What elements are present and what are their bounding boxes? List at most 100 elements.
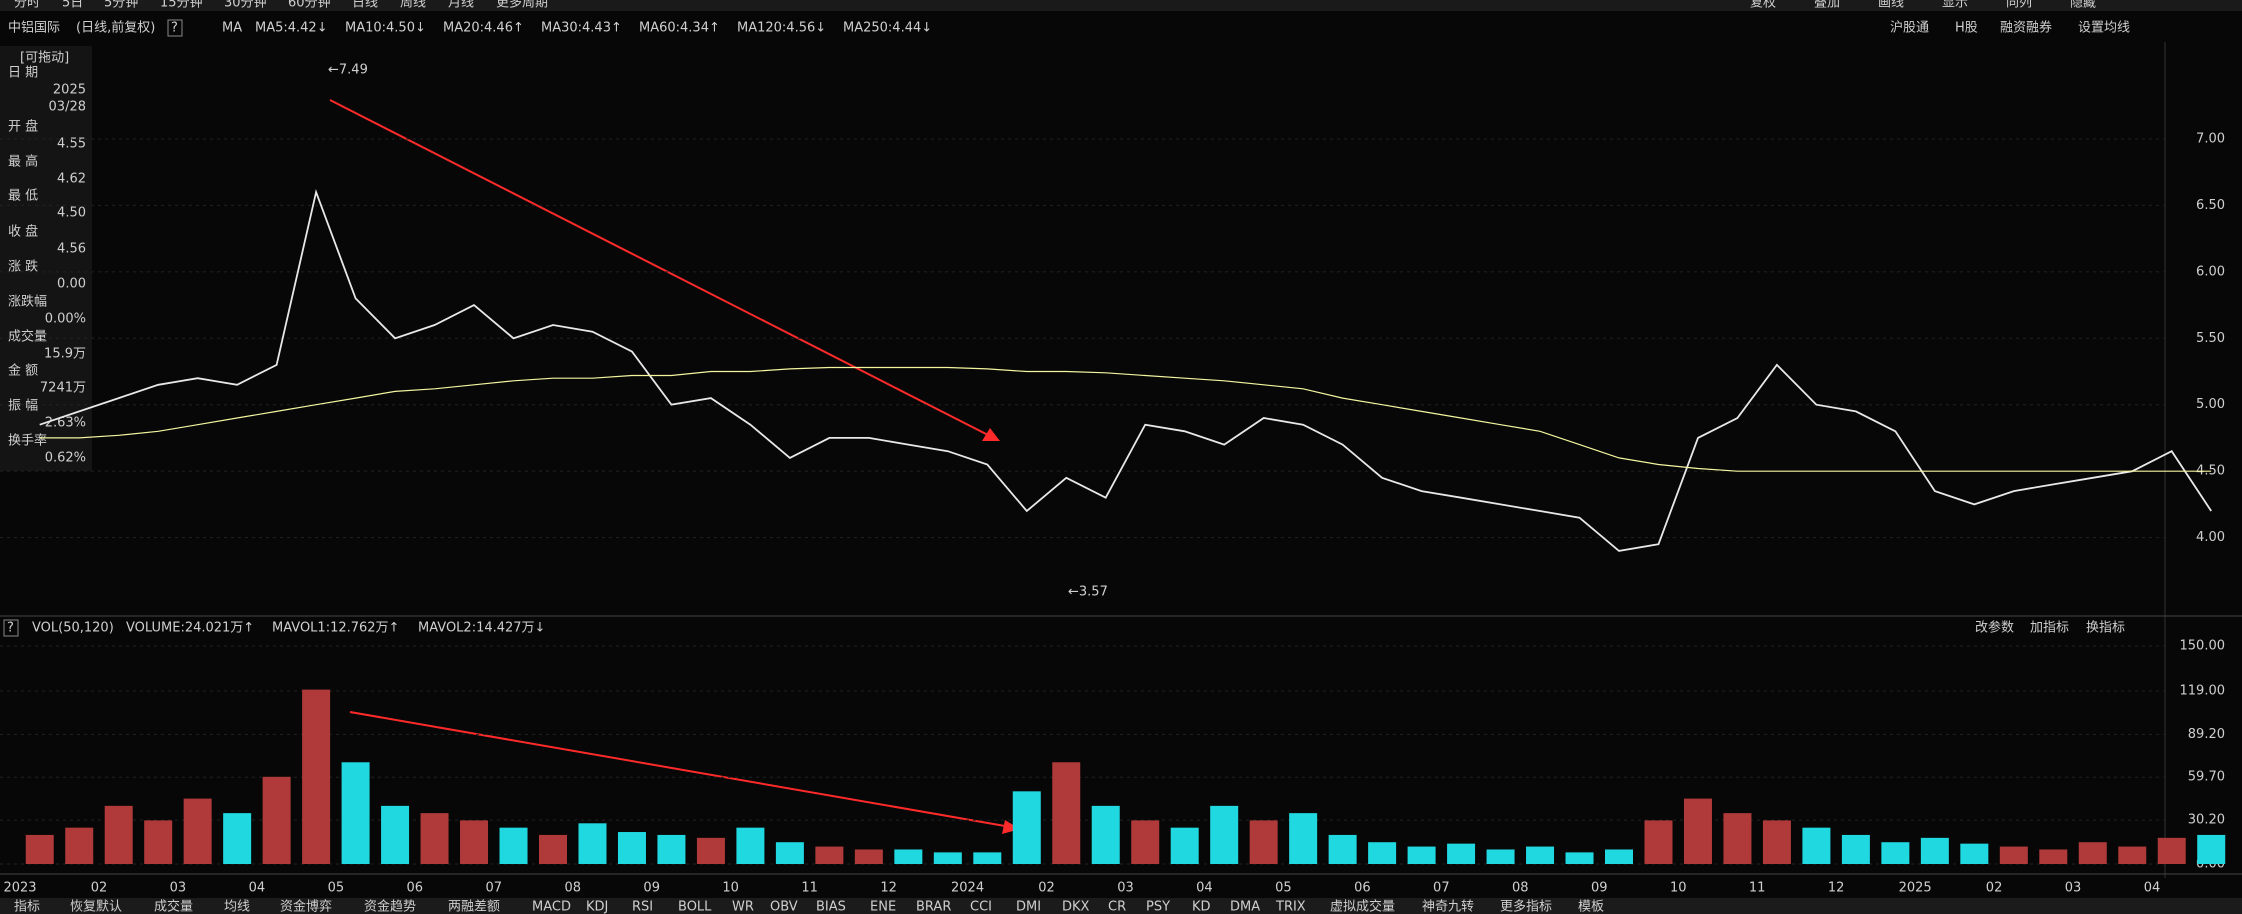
volume-bar [539, 834, 567, 864]
x-tick-label: 07 [486, 881, 503, 896]
ma-legend: MA30:4.43↑ [541, 21, 622, 36]
info-value: 4.50 [57, 206, 86, 221]
volume-bar [1091, 805, 1120, 864]
indicator-tab[interactable]: TRIX [1275, 900, 1306, 914]
toolbar-tab[interactable]: 5分钟 [104, 0, 138, 11]
volume-bar [1052, 762, 1081, 864]
indicator-tab[interactable]: DKX [1062, 900, 1090, 914]
panel-tool[interactable]: 换指标 [2086, 621, 2125, 636]
help-box [3, 619, 19, 637]
indicator-tab[interactable]: CCI [970, 900, 992, 914]
panel-tool[interactable]: 改参数 [1975, 620, 2014, 636]
volume-bar [1644, 820, 1673, 864]
info-label: 最 高 [8, 154, 38, 170]
volume-legend: MAVOL1:12.762万↑ [272, 621, 399, 636]
indicator-tab[interactable]: RSI [632, 900, 653, 914]
toolbar-button[interactable]: 复权 [1750, 0, 1776, 11]
x-tick-label: 03 [2065, 881, 2082, 896]
header-link[interactable]: 融资融券 [2000, 20, 2052, 36]
volume-bar [420, 813, 449, 864]
volume-bar [933, 852, 962, 864]
toolbar-button[interactable]: 画线 [1878, 0, 1904, 11]
x-tick-label: 02 [91, 881, 108, 896]
volume-bar [854, 849, 883, 864]
indicator-tab[interactable]: WR [732, 900, 754, 914]
toolbar-tab[interactable]: 日线 [352, 0, 378, 11]
help-button[interactable]: ? [7, 621, 14, 636]
y-tick-label: 7.00 [2196, 131, 2225, 146]
x-tick-label: 08 [1512, 881, 1529, 896]
volume-bar [657, 834, 686, 864]
indicator-tab[interactable]: OBV [770, 900, 798, 914]
indicator-tab[interactable]: DMI [1016, 900, 1041, 914]
info-value: 4.55 [57, 137, 86, 152]
help-button[interactable]: ? [171, 21, 178, 36]
volume-bar [1723, 813, 1752, 864]
volume-bar [578, 823, 607, 864]
indicator-tab[interactable]: 指标 [14, 900, 40, 914]
volume-bar [696, 837, 725, 864]
header-link[interactable]: H股 [1955, 21, 1978, 36]
indicator-tab[interactable]: 两融差额 [448, 900, 500, 914]
toolbar-button[interactable]: 显示 [1942, 0, 1968, 11]
high-annotation: ←7.49 [328, 63, 368, 78]
indicator-tab[interactable]: 均线 [224, 900, 250, 914]
indicator-tab[interactable]: 恢复默认 [70, 899, 122, 914]
toolbar-tab[interactable]: 周线 [400, 0, 426, 11]
x-tick-label: 05 [328, 881, 345, 896]
indicator-tab[interactable]: BIAS [816, 900, 846, 914]
toolbar-tab[interactable]: 30分钟 [224, 0, 267, 11]
header-link[interactable]: 沪股通 [1890, 20, 1929, 36]
toolbar-button[interactable]: 隐藏 [2070, 0, 2096, 11]
x-tick-label: 2023 [3, 881, 36, 896]
volume-bar [973, 852, 1002, 864]
y-tick-label: 30.20 [2188, 813, 2225, 828]
indicator-tab[interactable]: CR [1108, 900, 1126, 914]
volume-bar [144, 820, 173, 864]
ma-legend: MA20:4.46↑ [443, 21, 524, 36]
indicator-tab[interactable]: KDJ [586, 900, 608, 914]
toolbar-tab[interactable]: 月线 [448, 0, 474, 11]
volume-bar [2197, 834, 2226, 864]
x-tick-label: 06 [407, 881, 424, 896]
chart-mode: (日线,前复权) [76, 20, 155, 36]
toolbar-tab[interactable]: 15分钟 [160, 0, 203, 11]
ma-label: MA [222, 21, 242, 36]
header-link[interactable]: 设置均线 [2078, 21, 2130, 36]
indicator-tab[interactable]: BRAR [916, 900, 951, 914]
volume-bar [460, 820, 489, 864]
toolbar-tab[interactable]: 60分钟 [288, 0, 331, 11]
ma-legend: MA60:4.34↑ [639, 21, 720, 36]
panel-tool[interactable]: 加指标 [2030, 621, 2069, 636]
indicator-tab[interactable]: DMA [1230, 900, 1260, 914]
volume-bar [104, 805, 133, 864]
toolbar-button[interactable]: 同列 [2006, 0, 2032, 11]
info-value: 0.00% [45, 312, 86, 327]
indicator-tab[interactable]: 更多指标 [1500, 899, 1552, 914]
indicator-tab[interactable]: BOLL [678, 900, 712, 914]
indicator-tab[interactable]: 模板 [1578, 900, 1604, 914]
info-label: 金 额 [8, 363, 38, 379]
toolbar-tab[interactable]: 5日 [62, 0, 83, 11]
info-value: 03/28 [49, 100, 86, 115]
indicator-tab[interactable]: 神奇九转 [1422, 899, 1474, 914]
indicator-tab[interactable]: 资金博弈 [280, 899, 332, 914]
toolbar-tab[interactable]: 分时 [14, 0, 40, 11]
toolbar-button[interactable]: 叠加 [1814, 0, 1840, 11]
x-tick-label: 07 [1433, 881, 1450, 896]
toolbar-tab[interactable]: 更多周期 [496, 0, 548, 11]
info-label: 最 低 [8, 189, 38, 204]
y-tick-label: 6.00 [2196, 264, 2225, 279]
indicator-tab[interactable]: MACD [532, 900, 571, 914]
volume-bar [1920, 837, 1949, 864]
indicator-tab[interactable]: ENE [870, 900, 896, 914]
indicator-tab[interactable]: PSY [1146, 900, 1170, 914]
indicator-tab[interactable]: KD [1192, 900, 1211, 914]
volume-bar [1131, 820, 1160, 864]
indicator-tab[interactable]: 成交量 [154, 899, 193, 914]
indicator-tab[interactable]: 资金趋势 [364, 899, 416, 914]
x-tick-label: 05 [1275, 881, 1292, 896]
volume-bar [1328, 834, 1357, 864]
indicator-tab[interactable]: 虚拟成交量 [1330, 899, 1395, 914]
